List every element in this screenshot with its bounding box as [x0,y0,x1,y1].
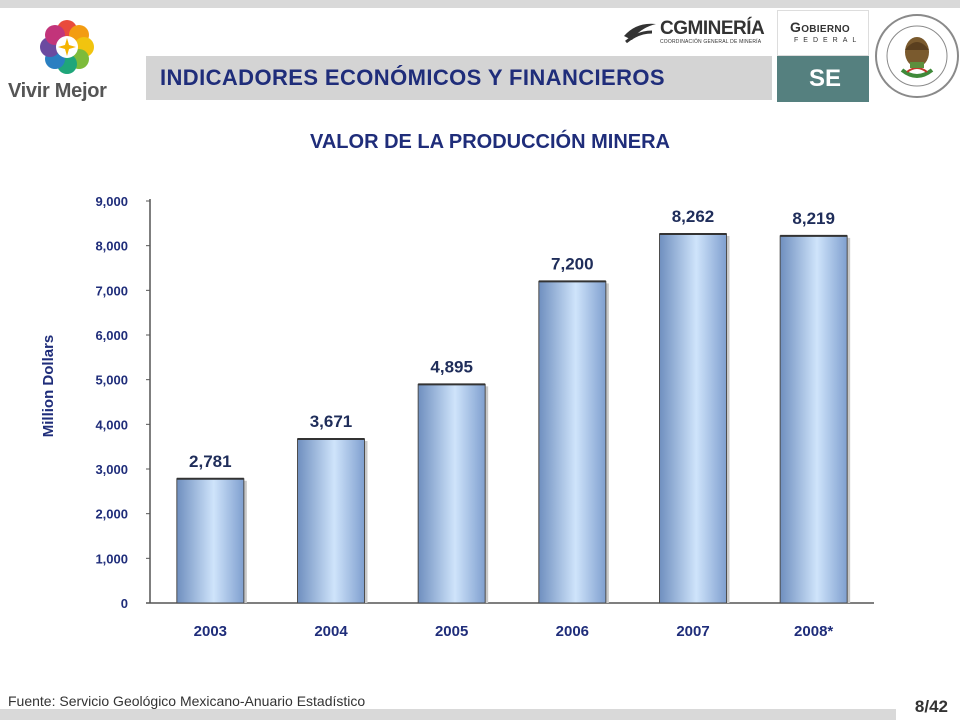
top-divider [0,0,960,8]
bar [176,478,245,604]
chart-title: VALOR DE LA PRODUCCIÓN MINERA [310,131,670,153]
bar-value-label: 2,781 [189,452,232,471]
se-label: SE [809,65,842,92]
x-tick-label: 2007 [676,623,709,640]
y-tick-label: 3,000 [95,462,128,477]
x-tick-label: 2004 [314,623,348,640]
y-tick-label: 7,000 [95,283,128,298]
cgmineria-logo: CGMINERÍA COORDINACIÓN GENERAL DE MINERÍ… [620,14,770,50]
y-tick-label: 4,000 [95,417,128,432]
bar [538,280,607,604]
cgm-subtitle: COORDINACIÓN GENERAL DE MINERÍA [660,39,762,45]
page-title: INDICADORES ECONÓMICOS Y FINANCIEROS [160,65,665,90]
logo-caption: Vivir Mejor [8,80,107,102]
federal-label: FEDERAL [794,37,862,44]
y-tick-label: 8,000 [95,239,128,254]
bar [417,383,486,604]
bar-value-label: 3,671 [310,412,353,431]
y-tick-label: 1,000 [95,551,128,566]
y-tick-label: 2,000 [95,507,128,522]
gobierno-label: Gobierno [790,19,850,35]
cgm-swoosh-icon [624,23,656,44]
y-tick-label: 9,000 [95,194,128,209]
y-tick-label: 6,000 [95,328,128,343]
bar-value-label: 7,200 [551,254,594,273]
mexican-seal-icon [875,14,959,98]
page-number: 8/42 [914,697,948,716]
x-tick-label: 2006 [556,623,589,640]
vivir-mejor-logo: Vivir Mejor [0,10,140,105]
source-note: Fuente: Servicio Geológico Mexicano-Anua… [8,693,366,709]
bar [297,438,365,604]
bar-value-label: 8,262 [672,207,715,226]
gobierno-federal-box: Gobierno FEDERAL [777,10,869,56]
page-number-box: 8/42 [896,694,960,720]
x-tick-label: 2003 [194,623,227,640]
cgm-name: CGMINERÍA [660,18,765,39]
bottom-divider [0,709,896,720]
y-tick-label: 5,000 [95,373,128,388]
header-band: INDICADORES ECONÓMICOS Y FINANCIEROS [146,56,772,100]
se-box: SE [777,56,869,102]
bar-value-label: 4,895 [430,357,473,376]
y-tick-label: 0 [121,596,128,611]
flower-logo-icon [40,20,94,74]
bar-value-label: 8,219 [792,209,835,228]
x-tick-label: 2005 [435,623,468,640]
x-tick-label: 2008* [794,623,833,640]
y-axis-label: Million Dollars [40,335,57,438]
bar [779,235,848,604]
bar [659,233,727,604]
